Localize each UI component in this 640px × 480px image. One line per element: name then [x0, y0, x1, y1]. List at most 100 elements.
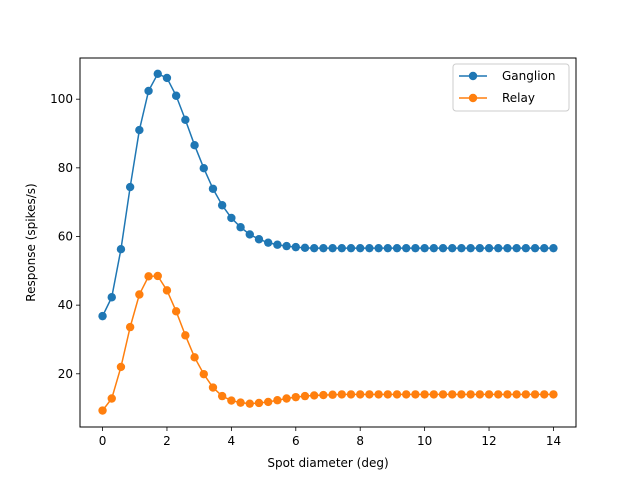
plot-area	[98, 69, 558, 415]
x-axis-label: Spot diameter (deg)	[267, 456, 388, 470]
data-point-relay	[208, 383, 218, 392]
data-point-relay	[319, 390, 328, 400]
data-point-ganglion	[429, 243, 439, 253]
x-tick-label: 0	[99, 434, 107, 448]
x-tick-label: 10	[417, 434, 432, 448]
data-point-ganglion	[356, 243, 365, 253]
data-point-ganglion	[263, 238, 273, 247]
data-point-ganglion	[475, 243, 485, 253]
data-point-ganglion	[438, 243, 448, 253]
data-point-relay	[282, 394, 291, 403]
data-point-ganglion	[135, 125, 144, 135]
data-point-relay	[411, 390, 420, 399]
data-point-relay	[429, 390, 439, 399]
data-point-ganglion	[107, 293, 116, 302]
data-point-relay	[291, 392, 300, 402]
legend-swatch-marker	[468, 93, 478, 103]
data-point-relay	[365, 390, 374, 399]
data-point-ganglion	[162, 73, 172, 83]
data-point-relay	[245, 399, 254, 408]
legend-label-relay: Relay	[502, 91, 535, 105]
data-point-relay	[153, 271, 162, 281]
x-tick-label: 4	[228, 434, 236, 448]
y-tick-label: 60	[58, 229, 73, 243]
data-point-ganglion	[291, 242, 300, 252]
legend-label-ganglion: Ganglion	[502, 69, 556, 83]
data-point-relay	[125, 322, 135, 332]
data-point-ganglion	[125, 182, 135, 192]
data-point-ganglion	[208, 184, 218, 193]
y-tick-label: 80	[58, 161, 73, 175]
data-point-relay	[263, 397, 273, 407]
data-point-relay	[530, 390, 540, 399]
axis-ticks: 0 2 4 6 8 10 12 14 20 40 60 80 100	[50, 92, 561, 448]
data-point-ganglion	[217, 201, 227, 210]
data-point-relay	[190, 353, 199, 362]
data-point-ganglion	[540, 243, 549, 253]
data-point-ganglion	[245, 230, 254, 239]
data-point-relay	[383, 390, 393, 399]
data-point-relay	[254, 398, 264, 408]
data-point-relay	[328, 390, 337, 399]
data-point-relay	[466, 390, 475, 399]
data-point-ganglion	[411, 243, 420, 253]
data-point-ganglion	[319, 243, 328, 253]
data-point-ganglion	[98, 311, 107, 321]
data-point-relay	[181, 331, 190, 340]
data-point-ganglion	[199, 163, 208, 173]
data-point-relay	[512, 390, 521, 399]
data-point-relay	[300, 391, 310, 401]
data-point-ganglion	[254, 235, 264, 244]
data-point-relay	[392, 390, 402, 399]
data-point-relay	[171, 307, 181, 316]
data-point-ganglion	[273, 240, 282, 249]
data-point-ganglion	[383, 243, 393, 253]
data-point-relay	[356, 390, 365, 399]
data-point-ganglion	[512, 243, 521, 253]
data-point-ganglion	[374, 243, 383, 253]
data-point-relay	[438, 390, 448, 399]
data-point-ganglion	[144, 86, 153, 96]
data-point-relay	[448, 390, 457, 399]
data-point-relay	[162, 286, 172, 295]
data-point-ganglion	[236, 223, 245, 232]
data-point-ganglion	[328, 243, 337, 253]
data-point-relay	[217, 391, 227, 401]
data-point-ganglion	[300, 243, 310, 253]
data-point-ganglion	[365, 243, 374, 253]
data-point-relay	[144, 272, 153, 281]
data-point-relay	[236, 398, 245, 407]
data-point-relay	[135, 290, 144, 299]
data-point-relay	[310, 391, 319, 400]
data-point-ganglion	[484, 243, 494, 253]
data-point-relay	[116, 362, 126, 372]
data-point-ganglion	[402, 243, 411, 253]
data-point-relay	[402, 390, 411, 399]
data-point-relay	[227, 396, 236, 405]
data-point-ganglion	[448, 243, 457, 253]
data-point-relay	[549, 390, 558, 399]
data-point-ganglion	[420, 243, 429, 253]
x-tick-label: 6	[292, 434, 300, 448]
x-tick-label: 8	[356, 434, 364, 448]
data-point-ganglion	[116, 244, 126, 254]
data-point-relay	[420, 390, 429, 399]
data-point-relay	[484, 390, 494, 399]
data-point-relay	[98, 406, 107, 415]
data-point-ganglion	[346, 243, 356, 253]
data-point-ganglion	[171, 91, 181, 100]
data-point-ganglion	[457, 243, 466, 253]
y-tick-label: 20	[58, 367, 73, 381]
data-point-relay	[273, 396, 282, 405]
data-point-relay	[540, 390, 549, 399]
data-point-relay	[457, 390, 466, 399]
data-point-ganglion	[310, 243, 319, 253]
data-point-ganglion	[337, 243, 346, 253]
axes-frame	[79, 57, 577, 428]
data-point-relay	[346, 390, 356, 399]
legend: Ganglion Relay	[452, 63, 570, 112]
data-point-ganglion	[521, 243, 531, 253]
data-point-ganglion	[181, 115, 190, 124]
y-axis-label: Response (spikes/s)	[24, 183, 38, 301]
